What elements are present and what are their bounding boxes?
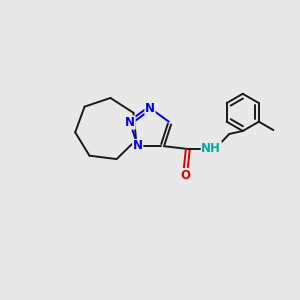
Text: H: H: [207, 144, 216, 154]
Text: N: N: [125, 116, 135, 129]
Text: N: N: [202, 142, 213, 155]
Text: N: N: [133, 140, 143, 152]
Text: O: O: [180, 169, 190, 182]
Text: NH: NH: [201, 142, 221, 154]
Text: N: N: [145, 101, 155, 115]
